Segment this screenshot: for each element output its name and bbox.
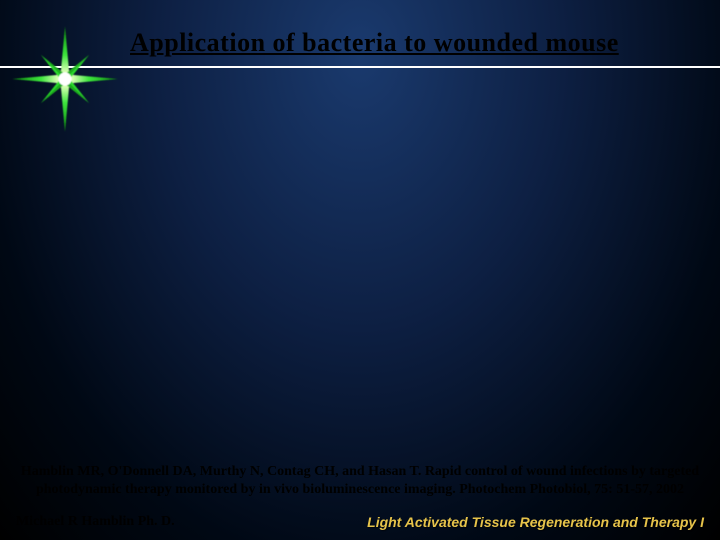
- slide-title: Application of bacteria to wounded mouse: [130, 28, 700, 58]
- header: Application of bacteria to wounded mouse: [0, 0, 720, 80]
- compass-star-icon: [10, 24, 120, 134]
- footer-series: Light Activated Tissue Regeneration and …: [367, 514, 704, 530]
- footer: Michael R Hamblin Ph. D. Light Activated…: [0, 510, 720, 540]
- citation-text: Hamblin MR, O'Donnell DA, Murthy N, Cont…: [8, 463, 712, 498]
- footer-author: Michael R Hamblin Ph. D.: [16, 514, 175, 530]
